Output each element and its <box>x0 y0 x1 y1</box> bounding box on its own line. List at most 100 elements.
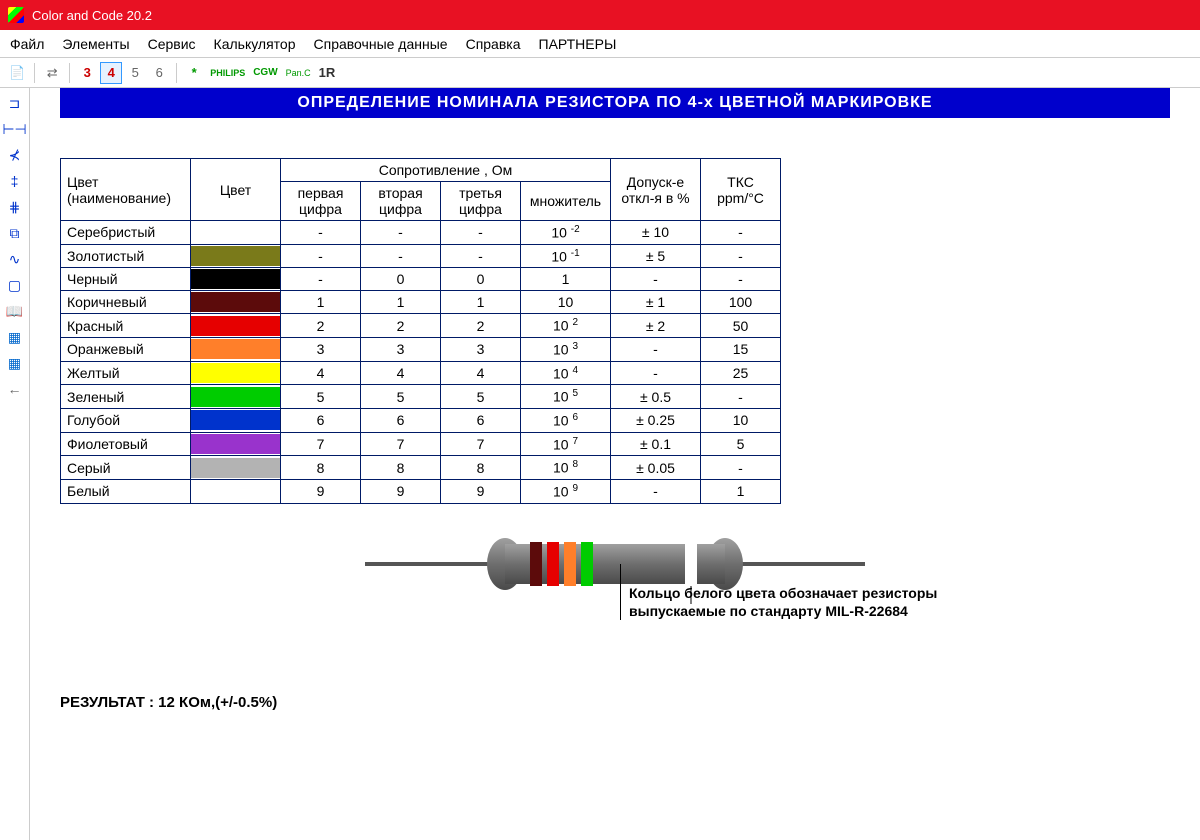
table-row[interactable]: Золотистый---10 -1± 5- <box>61 244 781 268</box>
digit3: 8 <box>441 456 521 480</box>
ic-icon[interactable]: ⧉ <box>5 224 25 242</box>
color-name: Серебристый <box>61 221 191 245</box>
table-row[interactable]: Оранжевый33310 3-15 <box>61 337 781 361</box>
digit3: 7 <box>441 432 521 456</box>
diode-icon[interactable]: ⊀ <box>5 146 25 164</box>
digit1: - <box>281 268 361 291</box>
tks: 1 <box>701 479 781 503</box>
panc-button[interactable]: Pan.C <box>283 62 314 84</box>
inductor-icon[interactable]: ‡ <box>5 172 25 190</box>
digit3: 3 <box>441 337 521 361</box>
th-tks: ТКС ppm/°C <box>701 159 781 221</box>
table-row[interactable]: Голубой66610 6± 0.2510 <box>61 408 781 432</box>
digit1: 6 <box>281 408 361 432</box>
th-digit1: первая цифра <box>281 182 361 221</box>
new-icon[interactable]: 📄 <box>6 62 28 84</box>
page-title-banner: ОПРЕДЕЛЕНИЕ НОМИНАЛА РЕЗИСТОРА ПО 4-х ЦВ… <box>60 88 1170 118</box>
toolbar: 📄 ⇄ 3 4 5 6 * PHILIPS CGW Pan.C 1R <box>0 58 1200 88</box>
cgw-button[interactable]: CGW <box>250 62 280 84</box>
table-row[interactable]: Зеленый55510 5± 0.5- <box>61 385 781 409</box>
color-name: Красный <box>61 314 191 338</box>
menu-service[interactable]: Сервис <box>148 36 196 52</box>
tks: - <box>701 268 781 291</box>
menu-help[interactable]: Справка <box>466 36 521 52</box>
table-row[interactable]: Серый88810 8± 0.05- <box>61 456 781 480</box>
color-name: Оранжевый <box>61 337 191 361</box>
color-swatch[interactable] <box>191 337 281 361</box>
color-swatch[interactable] <box>191 385 281 409</box>
resistor-icon[interactable]: ⊐ <box>5 94 25 112</box>
color-swatch[interactable] <box>191 268 281 291</box>
menu-calculator[interactable]: Калькулятор <box>214 36 296 52</box>
digit1: 9 <box>281 479 361 503</box>
color-swatch[interactable] <box>191 432 281 456</box>
tolerance: ± 0.1 <box>611 432 701 456</box>
1r-button[interactable]: 1R <box>316 62 339 84</box>
table-row[interactable]: Белый99910 9-1 <box>61 479 781 503</box>
th-multiplier: множитель <box>521 182 611 221</box>
table-row[interactable]: Фиолетовый77710 7± 0.15 <box>61 432 781 456</box>
book-icon[interactable]: 📖 <box>5 302 25 320</box>
color-swatch[interactable] <box>191 314 281 338</box>
table-row[interactable]: Коричневый11110± 1100 <box>61 291 781 314</box>
tks: 15 <box>701 337 781 361</box>
tks: 50 <box>701 314 781 338</box>
table-row[interactable]: Красный22210 2± 250 <box>61 314 781 338</box>
titlebar: Color and Code 20.2 <box>0 0 1200 30</box>
philips-button[interactable]: PHILIPS <box>207 62 248 84</box>
multiplier: 10 5 <box>521 385 611 409</box>
multiplier: 10 7 <box>521 432 611 456</box>
bands-4-button[interactable]: 4 <box>100 62 122 84</box>
color-swatch[interactable] <box>191 408 281 432</box>
color-swatch[interactable] <box>191 221 281 245</box>
multiplier: 10 4 <box>521 361 611 385</box>
menu-partners[interactable]: ПАРТНЕРЫ <box>539 36 617 52</box>
tks: - <box>701 385 781 409</box>
digit1: 8 <box>281 456 361 480</box>
digit3: 1 <box>441 291 521 314</box>
color-swatch[interactable] <box>191 244 281 268</box>
color-swatch[interactable] <box>191 456 281 480</box>
chip-icon[interactable]: ▦ <box>5 328 25 346</box>
sidebar: ⊐ ⊢⊣ ⊀ ‡ ⋕ ⧉ ∿ ▢ 📖 ▦ ▦ ← <box>0 88 30 840</box>
menu-file[interactable]: Файл <box>10 36 44 52</box>
table-row[interactable]: Желтый44410 4-25 <box>61 361 781 385</box>
tolerance: ± 2 <box>611 314 701 338</box>
digit2: 2 <box>361 314 441 338</box>
table-row[interactable]: Серебристый---10 -2± 10- <box>61 221 781 245</box>
transistor-icon[interactable]: ⋕ <box>5 198 25 216</box>
bands-5-button[interactable]: 5 <box>124 62 146 84</box>
multiplier: 10 3 <box>521 337 611 361</box>
box-icon[interactable]: ▢ <box>5 276 25 294</box>
star-button[interactable]: * <box>183 62 205 84</box>
tks: - <box>701 244 781 268</box>
chip2-icon[interactable]: ▦ <box>5 354 25 372</box>
multiplier: 10 8 <box>521 456 611 480</box>
digit2: 0 <box>361 268 441 291</box>
th-resistance: Сопротивление , Ом <box>281 159 611 182</box>
wave-icon[interactable]: ∿ <box>5 250 25 268</box>
color-name: Белый <box>61 479 191 503</box>
digit2: 9 <box>361 479 441 503</box>
menu-reference[interactable]: Справочные данные <box>314 36 448 52</box>
color-swatch[interactable] <box>191 291 281 314</box>
color-swatch[interactable] <box>191 479 281 503</box>
menu-elements[interactable]: Элементы <box>62 36 129 52</box>
arrow-left-icon[interactable]: ← <box>5 380 25 398</box>
result-text: РЕЗУЛЬТАТ : 12 КОм,(+/-0.5%) <box>60 694 1170 711</box>
multiplier: 10 2 <box>521 314 611 338</box>
digit1: 5 <box>281 385 361 409</box>
color-swatch[interactable] <box>191 361 281 385</box>
bands-6-button[interactable]: 6 <box>148 62 170 84</box>
bands-3-button[interactable]: 3 <box>76 62 98 84</box>
tolerance: - <box>611 479 701 503</box>
separator <box>34 63 35 83</box>
multiplier: 1 <box>521 268 611 291</box>
multiplier: 10 <box>521 291 611 314</box>
swap-icon[interactable]: ⇄ <box>41 62 63 84</box>
capacitor-icon[interactable]: ⊢⊣ <box>5 120 25 138</box>
table-row[interactable]: Черный-001-- <box>61 268 781 291</box>
digit3: - <box>441 221 521 245</box>
separator <box>176 63 177 83</box>
multiplier: 10 6 <box>521 408 611 432</box>
